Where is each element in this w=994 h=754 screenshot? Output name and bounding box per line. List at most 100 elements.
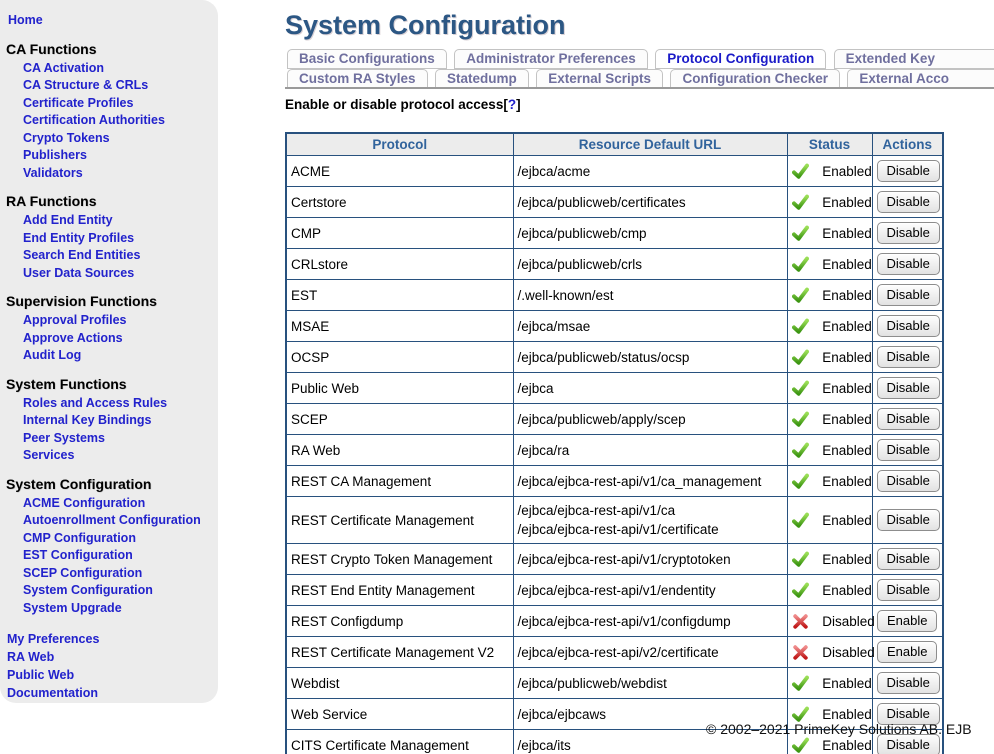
tab[interactable]: Statedump — [434, 69, 529, 89]
action-button[interactable]: Enable — [877, 641, 938, 663]
tab[interactable]: Extended Key — [833, 49, 994, 69]
status-label: Disabled — [822, 613, 875, 629]
help-bracket-open: [ — [503, 97, 508, 112]
check-icon — [791, 582, 809, 599]
action-button[interactable]: Disable — [876, 672, 940, 694]
sidebar-link[interactable]: Autoenrollment Configuration — [23, 513, 201, 527]
action-button[interactable]: Disable — [876, 222, 940, 244]
action-button[interactable]: Enable — [877, 610, 938, 632]
sidebar-link[interactable]: CA Structure & CRLs — [23, 78, 149, 92]
action-button[interactable]: Disable — [876, 408, 940, 430]
url-cell: /ejbca/publicweb/certificates — [512, 186, 788, 218]
url-cell: /ejbca/publicweb/crls — [512, 248, 788, 280]
sidebar-item-home[interactable]: Home — [8, 13, 43, 27]
action-button[interactable]: Disable — [876, 439, 940, 461]
sidebar-link[interactable]: Add End Entity — [23, 213, 113, 227]
sidebar-link[interactable]: Approve Actions — [23, 330, 123, 345]
sidebar-link[interactable]: Approval Profiles — [23, 313, 127, 327]
sidebar-link[interactable]: Peer Systems — [23, 430, 106, 445]
action-button[interactable]: Disable — [876, 548, 940, 570]
protocol-cell: REST CA Management — [285, 465, 514, 497]
sidebar-link[interactable]: Validators — [23, 165, 83, 180]
actions-cell: Disable — [871, 186, 944, 218]
action-button[interactable]: Disable — [876, 253, 940, 275]
check-icon — [791, 380, 809, 397]
actions-cell: Disable — [871, 574, 944, 606]
status-cell: Enabled — [786, 341, 873, 373]
action-button[interactable]: Disable — [876, 734, 940, 754]
sidebar-link[interactable]: Roles and Access Rules — [23, 395, 168, 410]
status-cell: Enabled — [786, 248, 873, 280]
tab[interactable]: Configuration Checker — [670, 69, 840, 89]
help-link[interactable]: ? — [507, 97, 517, 112]
sidebar-link[interactable]: CMP Configuration — [23, 530, 136, 545]
sidebar-link[interactable]: Audit Log — [23, 348, 82, 362]
actions-cell: Disable — [871, 310, 944, 342]
actions-cell: Disable — [871, 248, 944, 280]
actions-cell: Disable — [871, 543, 944, 575]
sidebar-link[interactable]: Services — [23, 448, 75, 462]
tab-row-2: Custom RA Styles Statedump External Scri… — [287, 69, 994, 89]
sidebar-link[interactable]: Search End Entities — [23, 248, 141, 262]
url-cell: /ejbca/publicweb/webdist — [512, 667, 788, 699]
status-cell: Enabled — [786, 729, 873, 754]
tab[interactable]: Custom RA Styles — [287, 69, 428, 89]
sidebar-link[interactable]: User Data Sources — [23, 265, 135, 280]
sidebar-footer-link[interactable]: RA Web — [7, 650, 55, 664]
url-cell: /ejbca/ejbca-rest-api/v2/certificate — [512, 636, 788, 668]
action-button[interactable]: Disable — [876, 579, 940, 601]
sidebar-footer-links: My Preferences RA Web Public Web Documen… — [0, 630, 218, 702]
action-button[interactable]: Disable — [876, 191, 940, 213]
action-button[interactable]: Disable — [876, 703, 940, 725]
table-row: OCSP /ejbca/publicweb/status/ocsp Enable… — [285, 341, 944, 373]
actions-cell: Disable — [871, 667, 944, 699]
action-button[interactable]: Disable — [876, 509, 940, 531]
tab[interactable]: Administrator Preferences — [454, 49, 648, 69]
sidebar-link[interactable]: System Configuration — [23, 583, 153, 597]
table-row: REST CA Management /ejbca/ejbca-rest-api… — [285, 465, 944, 497]
sidebar-link[interactable]: Certification Authorities — [23, 113, 165, 127]
sidebar-link[interactable]: SCEP Configuration — [23, 565, 143, 580]
sidebar-link[interactable]: Internal Key Bindings — [23, 413, 152, 427]
sidebar-footer-link[interactable]: Public Web — [7, 668, 75, 682]
status-cell: Disabled — [786, 605, 875, 637]
action-button[interactable]: Disable — [876, 377, 940, 399]
action-button[interactable]: Disable — [876, 284, 940, 306]
sidebar-link[interactable]: ACME Configuration — [23, 495, 146, 510]
sidebar-link[interactable]: Publishers — [23, 148, 87, 162]
action-button[interactable]: Disable — [876, 315, 940, 337]
sidebar-section: System Functions Roles and Access Rules … — [0, 376, 218, 465]
table-row: REST Configdump /ejbca/ejbca-rest-api/v1… — [285, 605, 944, 637]
status-label: Enabled — [822, 737, 872, 753]
url-cell: /ejbca/publicweb/apply/scep — [512, 403, 788, 435]
status-label: Enabled — [822, 442, 872, 458]
sidebar-link[interactable]: Crypto Tokens — [23, 130, 110, 145]
table-row: REST Certificate Management V2 /ejbca/ej… — [285, 636, 944, 668]
action-button[interactable]: Disable — [876, 470, 940, 492]
tab[interactable]: Basic Configurations — [287, 49, 447, 69]
sidebar-footer-link[interactable]: My Preferences — [7, 632, 100, 646]
status-label: Enabled — [822, 380, 872, 396]
action-button[interactable]: Disable — [876, 346, 940, 368]
sidebar-section-header: Supervision Functions — [6, 293, 157, 309]
status-label: Enabled — [822, 256, 872, 272]
table-row: Public Web /ejbca Enabled Disable — [285, 372, 944, 404]
sidebar-footer-link[interactable]: Documentation — [7, 686, 98, 700]
table-row: Web Service /ejbca/ejbcaws Enabled Disab… — [285, 698, 944, 730]
status-label: Enabled — [822, 582, 872, 598]
tab[interactable]: Protocol Configuration — [655, 49, 827, 69]
sidebar-link[interactable]: Certificate Profiles — [23, 95, 134, 110]
protocol-cell: REST Crypto Token Management — [285, 543, 514, 575]
sidebar-link[interactable]: End Entity Profiles — [23, 230, 135, 245]
cross-icon — [792, 613, 809, 630]
sidebar-link[interactable]: System Upgrade — [23, 600, 122, 615]
actions-cell: Disable — [871, 341, 944, 373]
sidebar-link[interactable]: EST Configuration — [23, 548, 133, 562]
protocol-cell: REST Configdump — [285, 605, 514, 637]
sidebar-section: RA Functions Add End Entity End Entity P… — [0, 193, 218, 282]
action-button[interactable]: Disable — [876, 160, 940, 182]
sidebar-link[interactable]: CA Activation — [23, 60, 105, 75]
tab[interactable]: External Acco — [847, 69, 994, 89]
sidebar-section-links: Approval Profiles Approve Actions Audit … — [0, 312, 218, 365]
tab[interactable]: External Scripts — [536, 69, 663, 89]
